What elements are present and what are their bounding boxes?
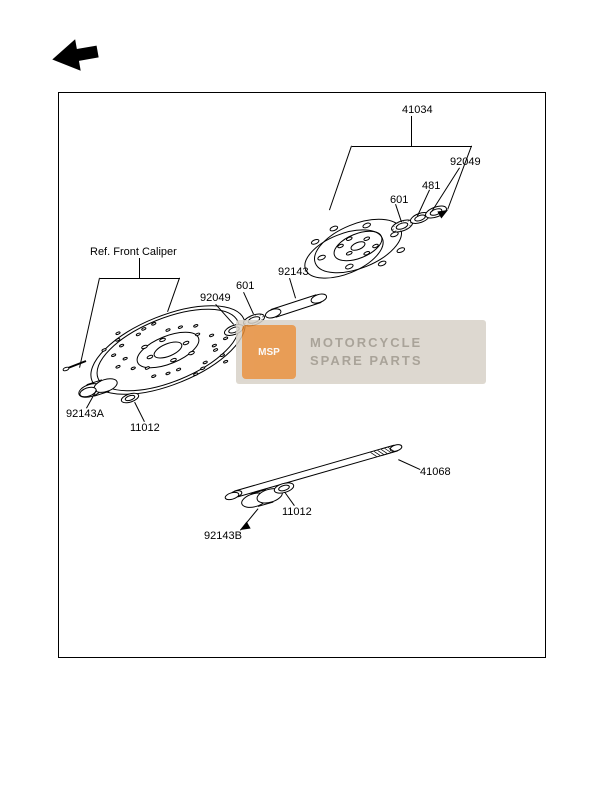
part-label-92143A: 92143A xyxy=(66,408,104,420)
watermark-line1: MOTORCYCLE xyxy=(310,334,423,352)
part-label-481: 481 xyxy=(422,180,440,192)
part-label-92049l: 92049 xyxy=(200,292,231,304)
part-label-92143: 92143 xyxy=(278,266,309,278)
watermark-line2: SPARE PARTS xyxy=(310,352,423,370)
part-label-41034: 41034 xyxy=(402,104,433,116)
leader-line xyxy=(411,116,412,146)
watermark: MSP MOTORCYCLE SPARE PARTS xyxy=(236,320,486,384)
part-label-92143B: 92143B xyxy=(204,530,242,542)
leader-line xyxy=(100,278,180,279)
watermark-badge: MSP xyxy=(242,325,296,379)
leader-line xyxy=(352,146,472,147)
part-label-601l: 601 xyxy=(236,280,254,292)
part-label-refcal: Ref. Front Caliper xyxy=(90,246,177,258)
part-label-41068: 41068 xyxy=(420,466,451,478)
back-arrow-icon xyxy=(52,36,102,81)
leader-line xyxy=(139,258,140,278)
watermark-text: MOTORCYCLE SPARE PARTS xyxy=(310,334,423,370)
watermark-badge-text: MSP xyxy=(258,347,280,358)
part-label-11012l: 11012 xyxy=(130,422,160,434)
part-label-601r: 601 xyxy=(390,194,408,206)
part-label-11012r: 11012 xyxy=(282,506,312,518)
